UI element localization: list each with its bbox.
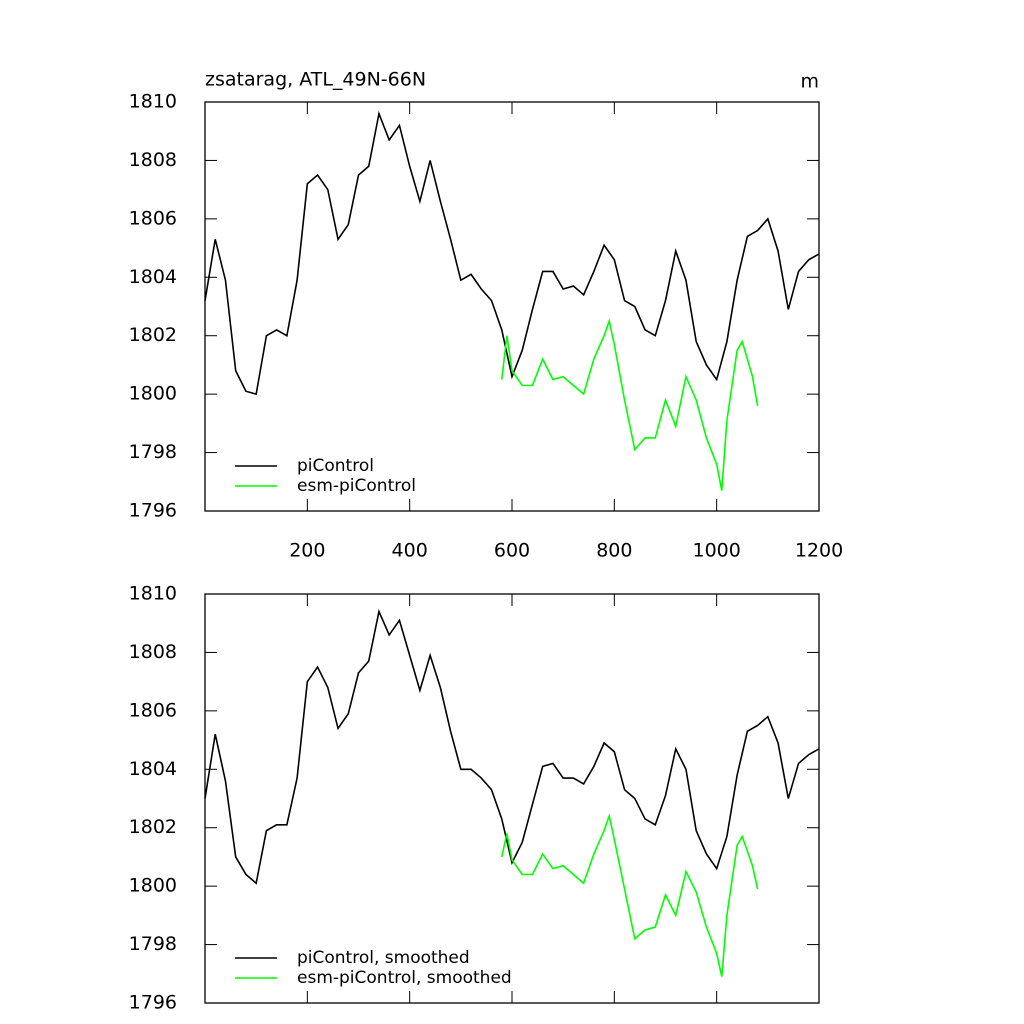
y-tick-label: 1796 <box>129 992 177 1014</box>
y-tick-label: 1802 <box>129 324 177 346</box>
x-tick-label: 400 <box>392 540 428 562</box>
y-tick-label: 1810 <box>129 583 177 605</box>
legend-label: esm-piControl <box>297 476 416 496</box>
x-tick-label: 1000 <box>692 540 740 562</box>
legend-label: esm-piControl, smoothed <box>297 968 512 988</box>
y-tick-label: 1798 <box>129 441 177 463</box>
y-tick-label: 1810 <box>129 91 177 113</box>
y-tick-label: 1804 <box>129 266 177 288</box>
x-tick-label: 800 <box>596 540 632 562</box>
plot-frame <box>204 101 820 512</box>
y-tick-label: 1806 <box>129 699 177 721</box>
x-tick-label: 200 <box>289 540 325 562</box>
y-tick-label: 1800 <box>129 383 177 405</box>
data-line <box>204 110 820 396</box>
legend-label: piControl <box>297 456 374 476</box>
y-tick-label: 1796 <box>129 500 177 522</box>
x-tick-label: 600 <box>494 540 530 562</box>
y-tick-label: 1808 <box>129 149 177 171</box>
legend-label: piControl, smoothed <box>297 948 470 968</box>
y-tick-label: 1802 <box>129 816 177 838</box>
plot-frame <box>204 593 820 1004</box>
x-tick-label: 1200 <box>795 540 843 562</box>
units-label: m <box>800 71 819 93</box>
chart-title: zsatarag, ATL_49N-66N <box>205 69 426 91</box>
y-tick-label: 1800 <box>129 875 177 897</box>
data-line <box>500 813 759 977</box>
y-tick-label: 1804 <box>129 758 177 780</box>
y-tick-label: 1808 <box>129 641 177 663</box>
y-tick-label: 1798 <box>129 933 177 955</box>
data-line <box>500 318 759 491</box>
y-tick-label: 1806 <box>129 207 177 229</box>
data-line <box>204 608 820 885</box>
